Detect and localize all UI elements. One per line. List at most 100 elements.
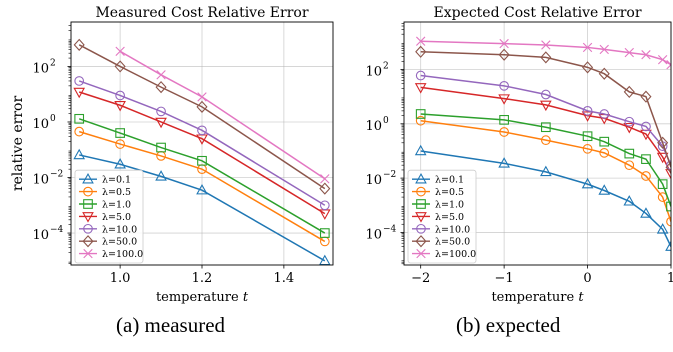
expected-series--50p0-point xyxy=(498,48,510,61)
measured-ytick-label: 10 xyxy=(32,117,49,132)
expected-series--1p0-point xyxy=(415,109,426,119)
expected-series--5p0-point xyxy=(540,100,552,112)
expected-ytick-label: 10 xyxy=(365,173,382,188)
expected-series--100p0-point xyxy=(499,38,509,49)
expected-series--50p0-point xyxy=(540,51,552,64)
expected-legend-entry--0p5-label: λ=0.5 xyxy=(435,187,464,198)
expected-series--10p0-point xyxy=(641,121,651,132)
measured-series--1p0-line xyxy=(78,118,326,234)
measured-series--0p1-line xyxy=(79,154,326,262)
expected-series--1p0-point xyxy=(582,131,593,142)
measured-series--0p5-point xyxy=(115,139,125,149)
measured-legend-entry--0p1-label: λ=0.1 xyxy=(102,175,131,186)
measured-legend-entry--0p5-label: λ=0.5 xyxy=(102,187,131,198)
expected-legend-entry--0p1-label: λ=0.1 xyxy=(435,175,464,186)
expected-series--100p0-point xyxy=(666,60,671,70)
measured-series--0p5-point xyxy=(319,236,330,247)
measured-series--10p0-point xyxy=(115,90,125,101)
expected-series--0p1-point xyxy=(623,195,636,206)
expected-series--1p0-point xyxy=(499,114,509,125)
expected-series--1p0-point xyxy=(666,201,671,212)
measured-series--10p0-point xyxy=(74,76,85,86)
measured-series--10p0-point xyxy=(197,125,207,136)
measured-ytick-exponent: −4 xyxy=(50,225,64,235)
expected-series--1p0-line xyxy=(420,113,671,207)
expected-series--50p0-point xyxy=(657,136,669,149)
measured-series--1p0-point xyxy=(115,128,125,138)
measured-xtick-label: 1.2 xyxy=(192,271,213,286)
expected-series--0p5-point xyxy=(666,216,671,227)
expected-series--10p0-point xyxy=(499,81,509,91)
measured-ylabel: relative error xyxy=(10,96,26,192)
expected-series--100p0-point xyxy=(641,50,651,60)
expected-legend-entry--10p0-marker xyxy=(416,223,426,234)
expected-legend-entry--0p1-marker xyxy=(415,172,427,184)
measured-ytick-exponent: −2 xyxy=(50,170,63,180)
expected-xtick-label: −1 xyxy=(495,271,514,286)
expected-series--100p0-point xyxy=(657,55,668,65)
expected-legend-entry--100p0-label: λ=100.0 xyxy=(435,249,476,260)
expected-series--5p0-line xyxy=(420,86,671,174)
expected-xtick-label: 1 xyxy=(667,271,673,286)
measured-ytick-label: 10 xyxy=(32,228,49,243)
measured-legend-entry--100p0-marker xyxy=(83,248,93,259)
expected-legend-entry--50p0-label: λ=50.0 xyxy=(435,237,470,248)
expected-legend-entry--50p0-marker xyxy=(415,235,427,248)
measured-xtick-label: 1.4 xyxy=(274,271,295,286)
expected-series--50p0-point xyxy=(598,67,610,80)
measured-legend-entry--0p5-marker xyxy=(83,186,93,197)
expected-series--0p5-point xyxy=(540,135,551,146)
expected-series--0p5-point xyxy=(641,171,651,181)
measured-legend: λ=0.1λ=0.5 λ=1.0λ=5.0λ=10.0 λ=50.0λ=100.0 xyxy=(74,169,144,264)
measured-legend-entry--1p0-marker xyxy=(83,199,93,209)
expected-axes-frame xyxy=(403,21,672,266)
measured-series--10p0-point xyxy=(319,200,330,211)
expected-series--100p0-point xyxy=(599,44,609,55)
measured-series--1p0-point xyxy=(197,155,207,166)
expected-series--100p0-point xyxy=(582,42,593,53)
expected-series--0p5-point xyxy=(499,127,509,137)
measured-title: Measured Cost Relative Error xyxy=(95,5,308,21)
measured-series--100p0-line xyxy=(119,50,326,180)
expected-series--50p0-point xyxy=(665,161,671,174)
measured-series--1p0-point xyxy=(156,142,166,153)
measured-series--0p1-point xyxy=(319,254,331,265)
expected-series--50p0-point xyxy=(415,45,427,58)
expected-ytick-exponent: 2 xyxy=(383,62,389,72)
expected-series--5p0-point xyxy=(623,122,636,134)
measured-series--100p0-point xyxy=(320,174,330,184)
measured-series--0p1-point xyxy=(196,183,208,195)
expected-series--100p0-point xyxy=(415,36,426,46)
expected-series--0p1-point xyxy=(414,144,427,156)
expected-series--1p0-point xyxy=(540,122,551,133)
expected-series--5p0-point xyxy=(414,83,427,94)
expected-series--5p0-point xyxy=(498,94,510,105)
expected-series--10p0-point xyxy=(599,109,610,119)
measured-series--50p0-point xyxy=(114,60,126,73)
measured-series--50p0-point xyxy=(196,100,208,113)
expected-legend-entry--10p0-label: λ=10.0 xyxy=(435,224,470,235)
expected-series--0p1-point xyxy=(656,223,669,234)
expected-ytick-exponent: 0 xyxy=(383,116,389,126)
expected-series--0p5-point xyxy=(415,115,426,126)
measured-series--5p0-line xyxy=(78,91,326,215)
measured-series--50p0-line xyxy=(78,44,326,190)
expected-series--10p0-point xyxy=(540,89,551,100)
expected-legend-entry--1p0-label: λ=1.0 xyxy=(435,200,464,211)
expected-series--0p1-point xyxy=(540,165,552,177)
expected-series--0p1-line xyxy=(420,150,671,247)
measured-series--100p0-point xyxy=(156,70,166,80)
measured-ytick-label: 10 xyxy=(32,173,49,188)
expected-series--5p0-point xyxy=(665,169,671,180)
expected-series--10p0-point xyxy=(666,160,671,171)
measured-series--100p0-point xyxy=(115,46,125,57)
measured-series--50p0-point xyxy=(73,38,85,51)
measured-series--0p5-point xyxy=(74,126,85,137)
measured-series--5p0-point xyxy=(73,87,86,99)
expected-xlabel-var: t xyxy=(578,290,584,305)
expected-series--10p0-point xyxy=(415,70,426,81)
expected-legend: λ=0.1λ=0.5 λ=1.0λ=5.0λ=10.0 λ=50.0λ=100.0 xyxy=(407,169,477,264)
